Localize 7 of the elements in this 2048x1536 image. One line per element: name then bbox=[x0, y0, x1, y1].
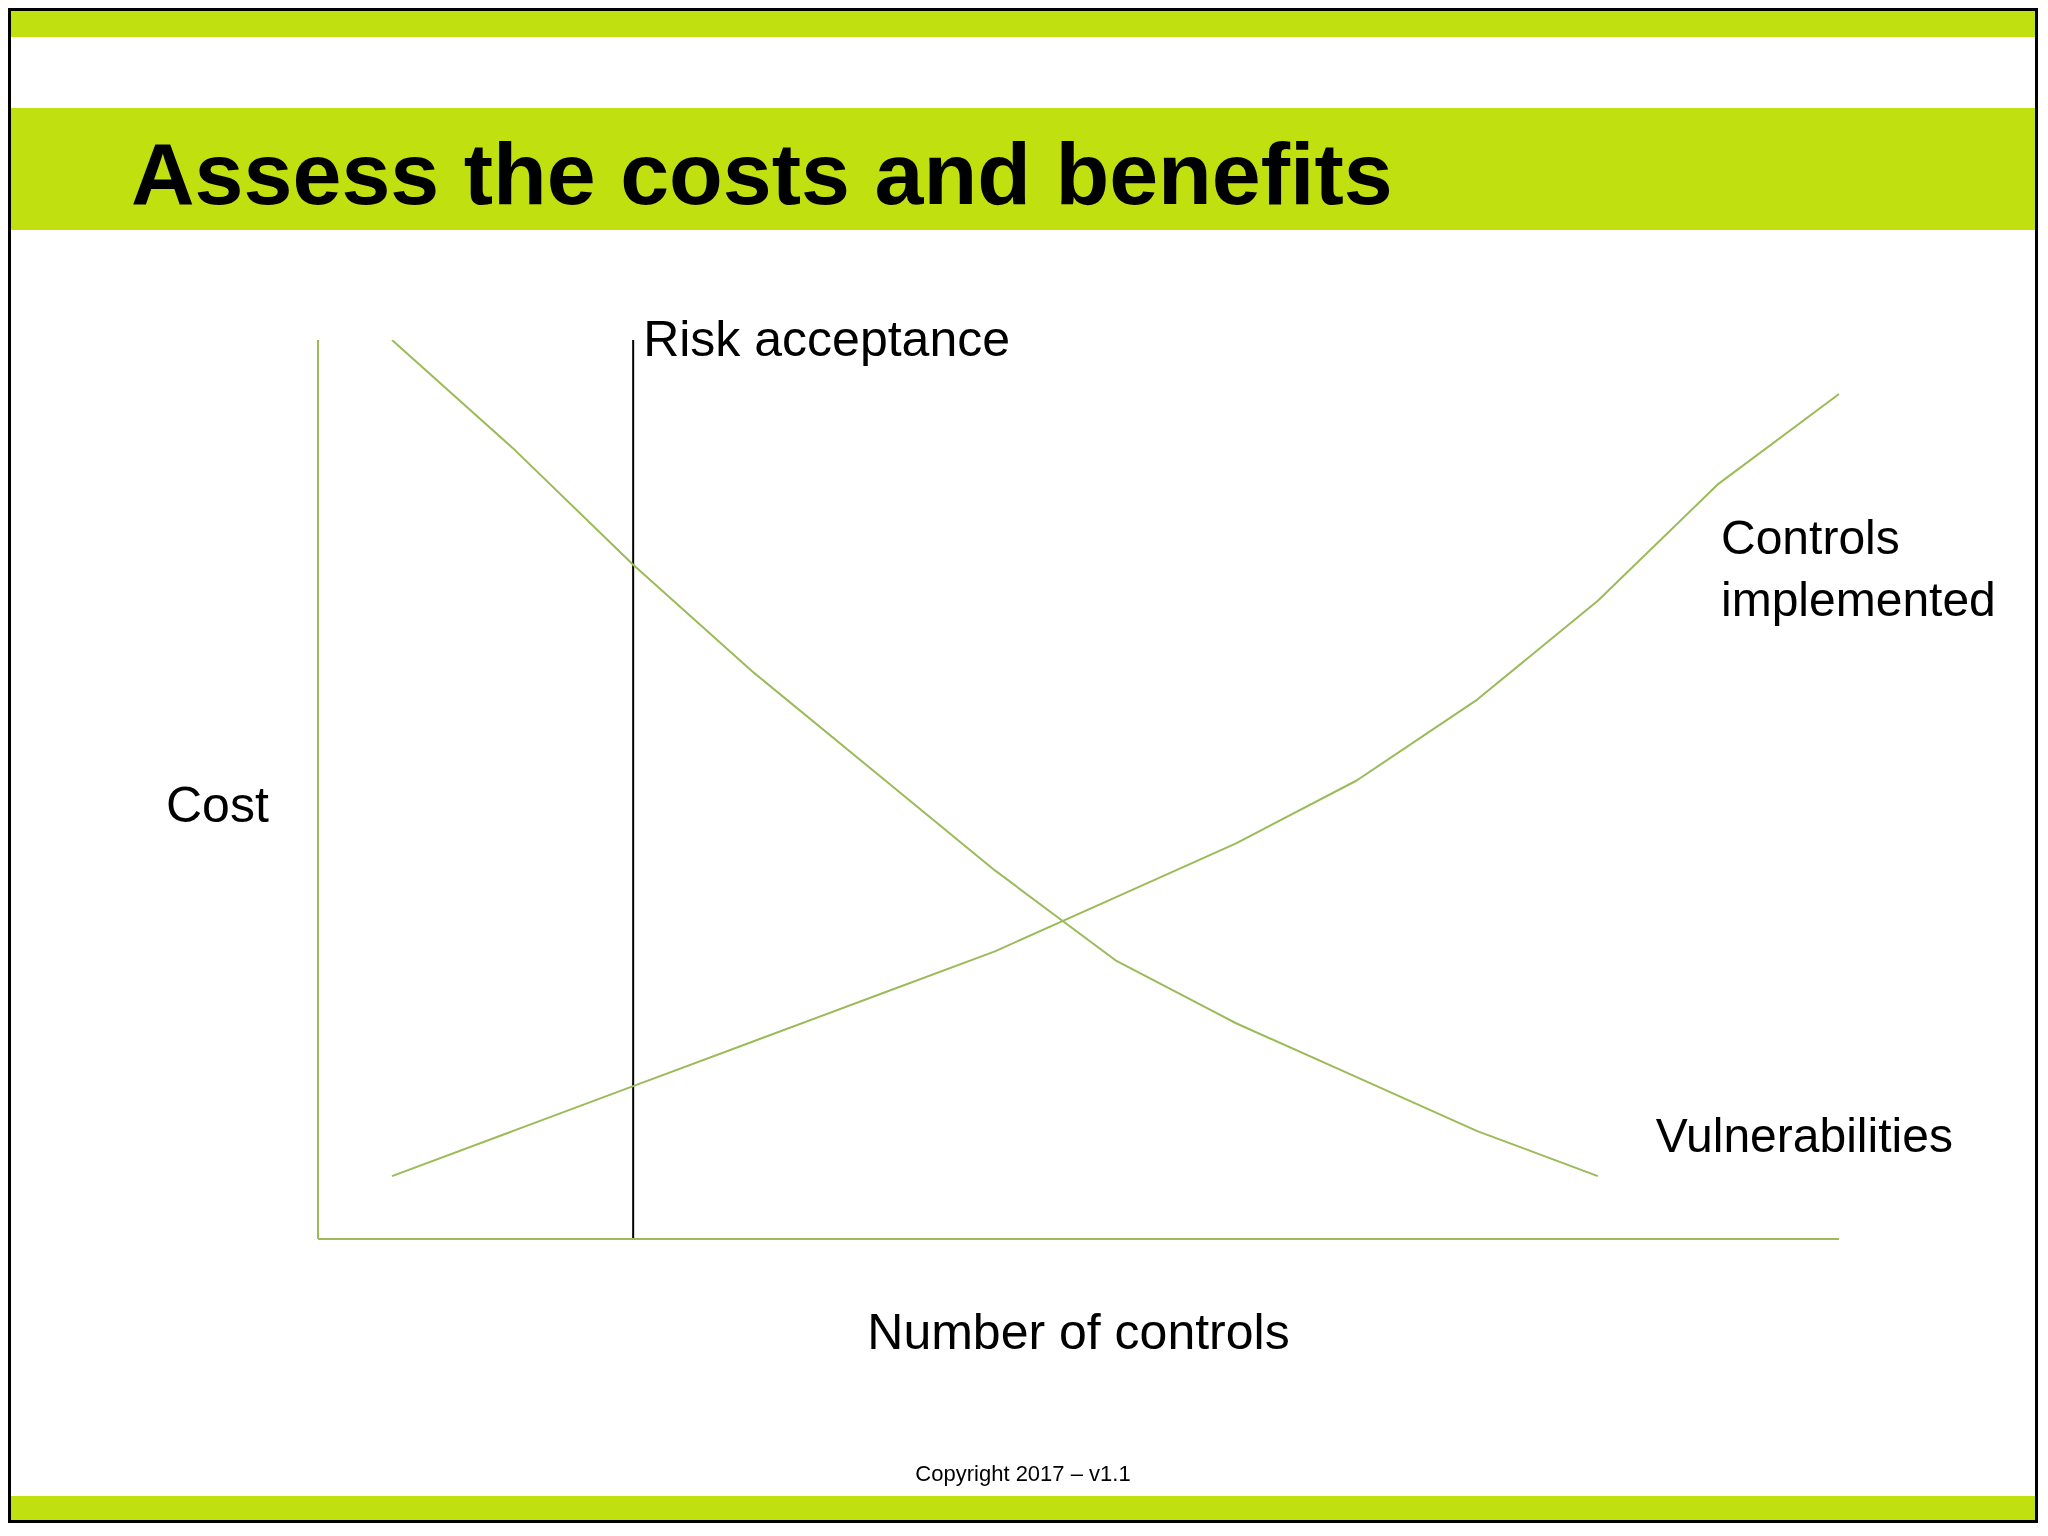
chart-title: Assess the costs and benefits bbox=[131, 123, 1393, 225]
annotation: Risk acceptance bbox=[643, 310, 1011, 367]
x-axis-title: Number of controls bbox=[867, 1304, 1290, 1360]
series-label: Vulnerabilities bbox=[1655, 1109, 1953, 1163]
series-label: Controls implemented bbox=[1721, 510, 1996, 626]
y-axis-title: Cost bbox=[166, 776, 269, 834]
text: Copyright 2017 – v1.1 bbox=[914, 1461, 1132, 1487]
